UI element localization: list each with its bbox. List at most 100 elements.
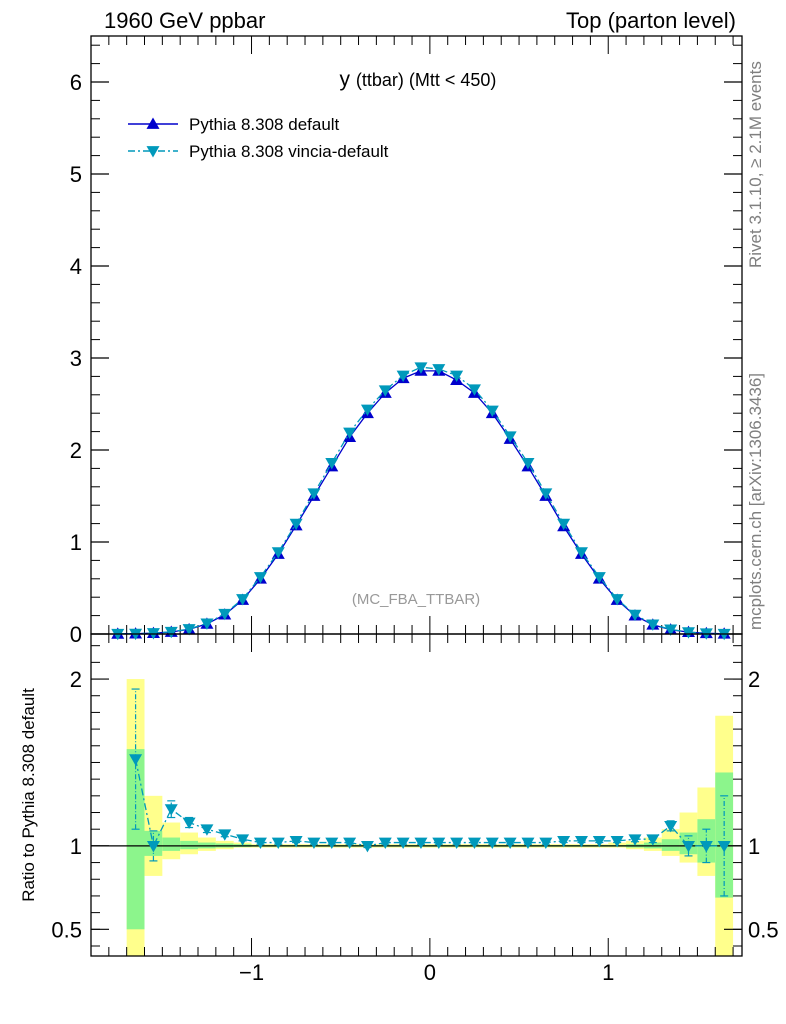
- ratio-y-axis-label: Ratio to Pythia 8.308 default: [19, 688, 38, 902]
- data-point: [253, 572, 267, 584]
- data-point: [218, 608, 232, 621]
- ratio-point: [236, 834, 250, 846]
- ratio-point: [485, 837, 499, 850]
- x-tick-label: −1: [239, 960, 264, 985]
- data-point: [539, 488, 553, 500]
- y-tick-label: 0: [70, 622, 82, 647]
- band-inner: [126, 749, 145, 930]
- data-point: [628, 609, 642, 622]
- ratio-point: [307, 837, 321, 850]
- y-tick-label: 6: [70, 70, 82, 95]
- y-tick-label: 2: [70, 438, 82, 463]
- ratio-point: [664, 820, 678, 833]
- ratio-point: [681, 841, 695, 853]
- ratio-point: [129, 754, 143, 766]
- ratio-line: [134, 758, 725, 848]
- ratio-point: [503, 837, 517, 850]
- data-point: [307, 488, 321, 500]
- ratio-point: [610, 836, 624, 848]
- y-tick-label: 2: [70, 667, 82, 692]
- data-point: [343, 427, 357, 440]
- data-point: [467, 384, 481, 396]
- data-point: [681, 627, 695, 639]
- ratio-point: [218, 829, 232, 841]
- data-point: [396, 370, 410, 382]
- data-point: [521, 458, 535, 470]
- analysis-watermark: (MC_FBA_TTBAR): [352, 591, 480, 608]
- ratio-point: [539, 837, 553, 850]
- ratio-point: [378, 837, 392, 850]
- legend-marker: [146, 117, 160, 129]
- data-point: [574, 547, 588, 559]
- plot-title: y (ttbar) (Mtt < 450): [340, 68, 497, 91]
- data-point: [414, 362, 428, 374]
- band-inner: [180, 840, 199, 850]
- ratio-point: [360, 841, 374, 853]
- ratio-point: [414, 837, 428, 850]
- data-point: [182, 624, 196, 636]
- ratio-point: [164, 804, 178, 816]
- ratio-point: [450, 837, 464, 850]
- ratio-point: [467, 837, 481, 850]
- ratio-point: [557, 836, 571, 848]
- ratio-point: [646, 834, 660, 846]
- data-point: [450, 370, 464, 382]
- y-tick-label: 1: [70, 834, 82, 859]
- y-tick-label: 0.5: [51, 917, 82, 942]
- ratio-point: [628, 834, 642, 846]
- legend-marker: [146, 146, 160, 158]
- ratio-point: [271, 837, 285, 850]
- plot-title-main: y: [340, 68, 356, 91]
- y-tick-label: 4: [70, 254, 82, 279]
- y-tick-label-right: 2: [748, 667, 760, 692]
- ratio-point: [289, 836, 303, 848]
- data-point: [646, 619, 660, 631]
- band-inner: [162, 837, 181, 851]
- ratio-point: [396, 837, 410, 850]
- data-point: [557, 518, 571, 531]
- ratio-point: [717, 841, 731, 853]
- data-point: [664, 624, 678, 636]
- y-tick-label-right: 1: [748, 834, 760, 859]
- y-tick-label: 1: [70, 530, 82, 555]
- ratio-point: [343, 837, 357, 850]
- x-tick-label: 0: [424, 960, 436, 985]
- data-point: [503, 431, 517, 443]
- ratio-point: [521, 837, 535, 850]
- data-point: [485, 405, 499, 417]
- header-right: Top (parton level): [566, 8, 736, 33]
- data-point: [592, 572, 606, 584]
- legend-label: Pythia 8.308 vincia-default: [189, 142, 389, 161]
- ratio-point: [253, 837, 267, 850]
- axes-box: [90, 633, 743, 957]
- x-tick-label: 1: [602, 960, 614, 985]
- ratio-point: [200, 824, 214, 836]
- ratio-plot-frame: [90, 633, 743, 957]
- data-point: [200, 618, 214, 630]
- ratio-point: [146, 841, 160, 853]
- ratio-point: [432, 837, 446, 850]
- band-inner: [661, 839, 680, 851]
- data-point: [610, 594, 624, 606]
- data-point: [289, 518, 303, 531]
- ratio-point: [592, 836, 606, 848]
- data-point: [164, 626, 178, 639]
- data-point: [378, 385, 392, 397]
- data-point: [325, 458, 339, 470]
- header-left: 1960 GeV ppbar: [104, 8, 266, 33]
- data-point: [236, 594, 250, 606]
- ratio-point: [574, 836, 588, 848]
- y-tick-label-right: 0.5: [748, 917, 779, 942]
- ratio-point: [325, 837, 339, 850]
- legend-label: Pythia 8.308 default: [189, 115, 340, 134]
- data-point: [271, 547, 285, 559]
- ratio-point: [699, 841, 713, 853]
- data-point: [432, 364, 446, 376]
- y-tick-label: 5: [70, 162, 82, 187]
- ratio-point: [182, 817, 196, 830]
- y-tick-label: 3: [70, 346, 82, 371]
- plot-title-rest: (ttbar) (Mtt < 450): [356, 70, 497, 90]
- legend: Pythia 8.308 default Pythia 8.308 vincia-…: [128, 115, 389, 161]
- data-point: [360, 404, 374, 417]
